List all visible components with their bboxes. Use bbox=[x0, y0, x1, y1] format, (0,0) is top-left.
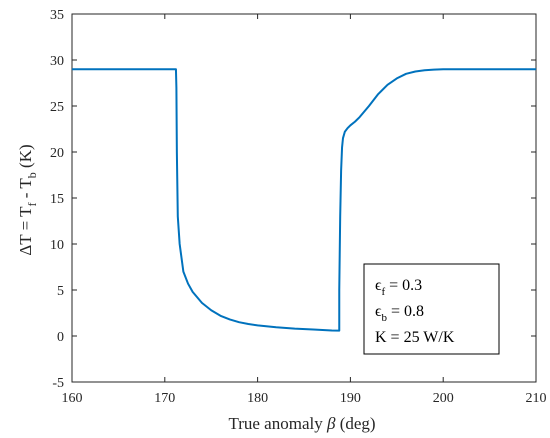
y-tick-label: 0 bbox=[57, 330, 64, 345]
y-tick-label: 10 bbox=[50, 238, 64, 253]
series-line-0 bbox=[72, 68, 536, 332]
x-tick-label: 160 bbox=[62, 391, 83, 406]
y-tick-label: 25 bbox=[50, 100, 64, 115]
tick-labels: 160 170 180 190 200 210 -5 0 5 10 15 20 25 30 35 bbox=[50, 8, 547, 406]
x-tick-label: 180 bbox=[247, 391, 268, 406]
x-axis-label: True anomaly β (deg) bbox=[228, 414, 375, 433]
annotation-line-1: ϵf = 0.3 bbox=[375, 277, 422, 298]
annotation-line-1-symbol: ϵ bbox=[375, 277, 382, 294]
y-tick-label: 5 bbox=[57, 284, 64, 299]
y-axis-label-sub1: f bbox=[25, 202, 39, 206]
y-tick-label: 35 bbox=[50, 8, 64, 23]
y-axis-label-mid: - T bbox=[16, 178, 35, 203]
annotation-line-2: ϵb = 0.8 bbox=[375, 303, 424, 324]
x-tick-label: 170 bbox=[154, 391, 175, 406]
x-tick-label: 210 bbox=[526, 391, 547, 406]
annotation-box: ϵf = 0.3 ϵb = 0.8 K = 25 W/K bbox=[363, 263, 500, 355]
annotation-line-1-sub: f bbox=[381, 286, 385, 298]
annotation-line-1-value: = 0.3 bbox=[385, 277, 422, 294]
annotation-line-2-sub: b bbox=[381, 312, 387, 324]
y-tick-label: 30 bbox=[50, 54, 64, 69]
ticks bbox=[71, 13, 537, 383]
y-tick-label: 20 bbox=[50, 146, 64, 161]
y-tick-label: 15 bbox=[50, 192, 64, 207]
x-tick-label: 190 bbox=[340, 391, 361, 406]
x-axis-label-unit: (deg) bbox=[335, 414, 375, 433]
x-axis-label-text: True anomaly bbox=[228, 414, 327, 433]
plot-area bbox=[72, 68, 536, 332]
annotation-line-3: K = 25 W/K bbox=[375, 329, 455, 346]
x-axis-label-symbol: β bbox=[326, 414, 336, 433]
annotation-line-2-symbol: ϵ bbox=[375, 303, 382, 320]
y-tick-label: -5 bbox=[52, 376, 64, 391]
y-axis-label-sub2: b bbox=[25, 172, 39, 178]
x-tick-label: 200 bbox=[433, 391, 454, 406]
y-axis-label-main: ΔT = T bbox=[16, 206, 35, 256]
annotation-line-2-value: = 0.8 bbox=[387, 303, 424, 320]
annotation-frame bbox=[363, 263, 500, 355]
y-axis-label-unit: (K) bbox=[16, 144, 35, 172]
annotation-line-3-value: K = 25 W/K bbox=[375, 329, 455, 346]
y-axis-label: ΔT = Tf - Tb (K) bbox=[16, 144, 39, 255]
